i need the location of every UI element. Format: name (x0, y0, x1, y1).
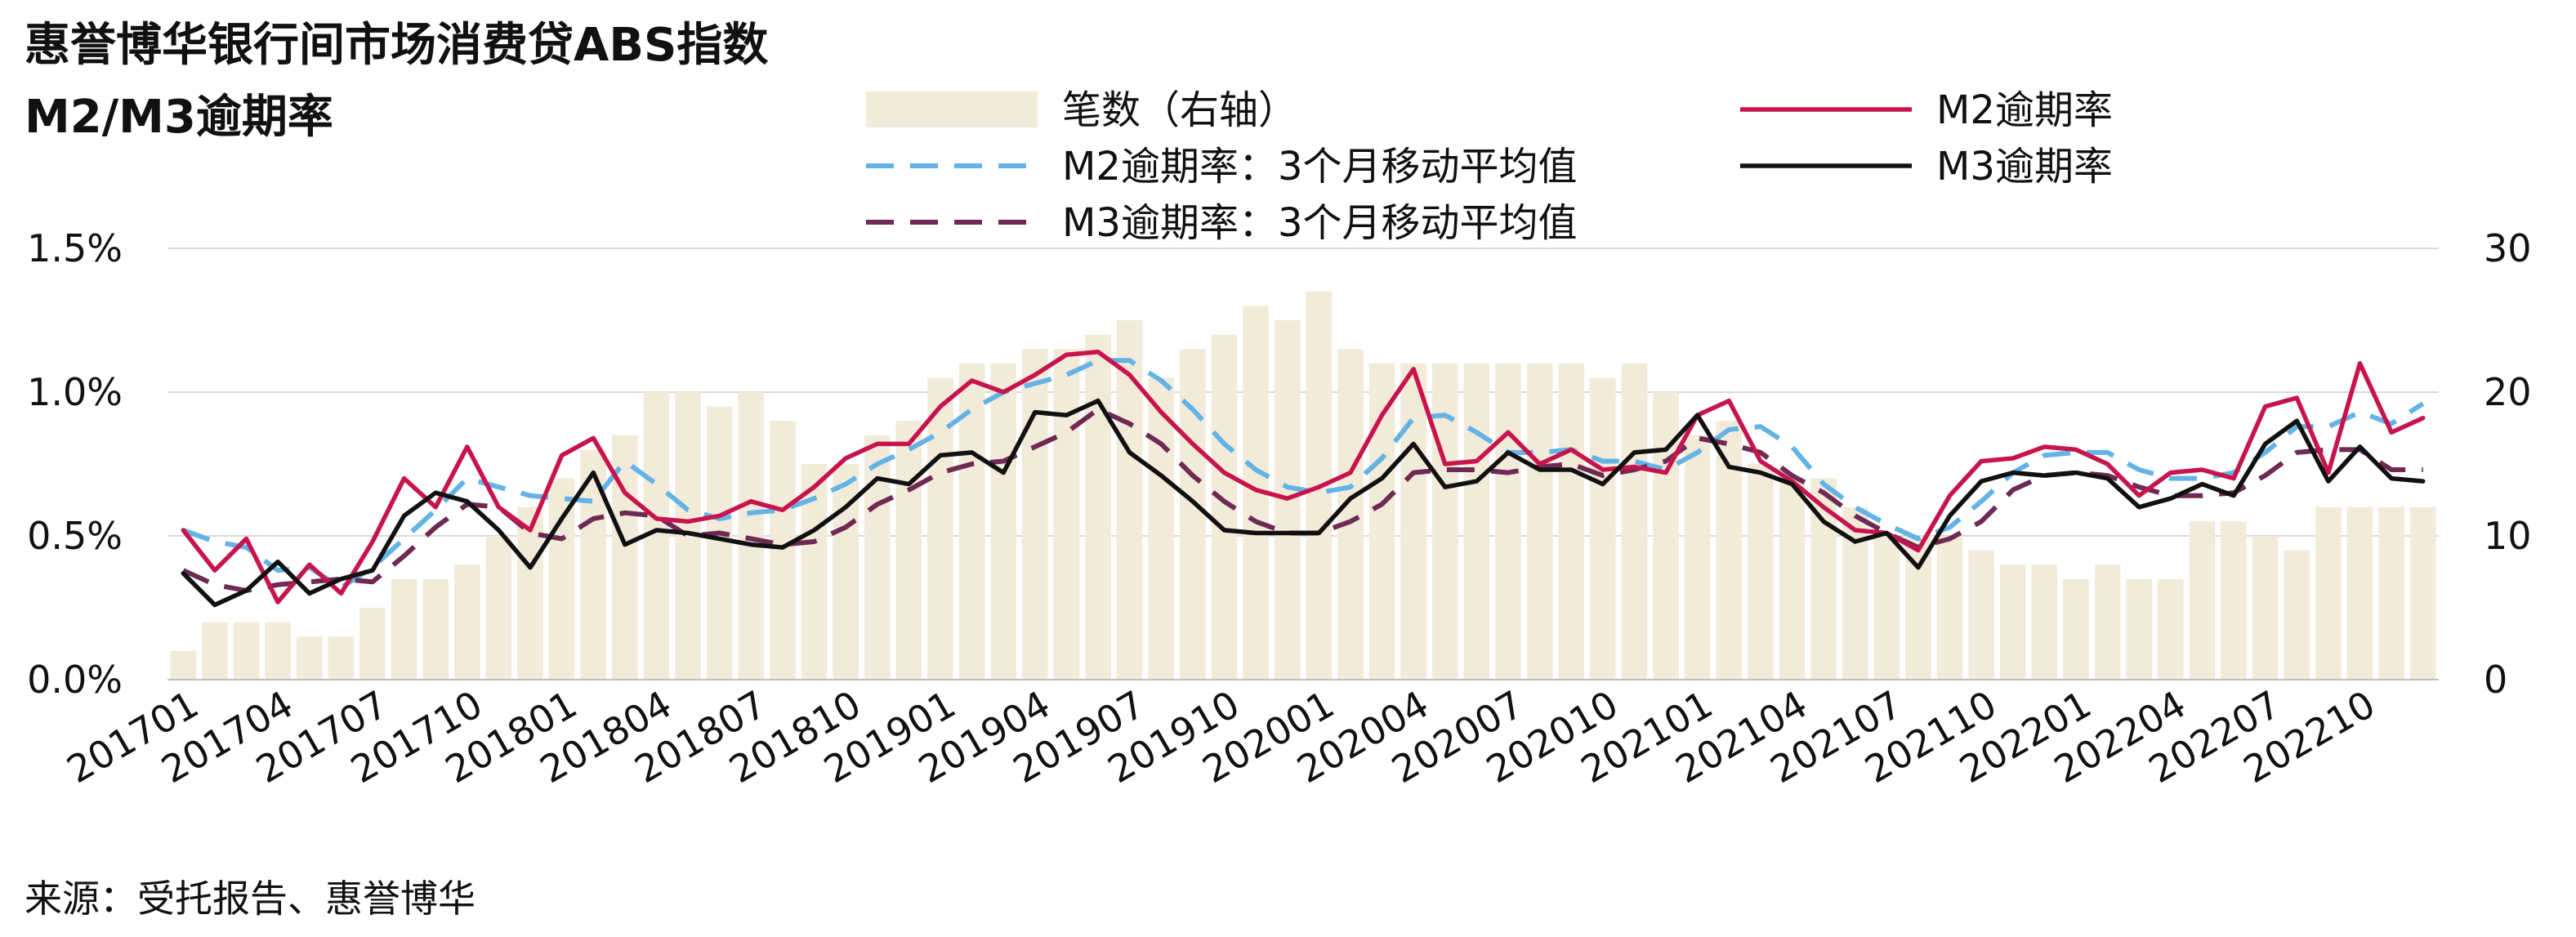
bar-count (1431, 363, 1458, 680)
bar-count (485, 536, 512, 680)
bar-count (1999, 564, 2026, 680)
bar-count (1684, 435, 1711, 680)
bar-count (990, 363, 1017, 680)
bar-count (359, 608, 386, 680)
bar-count (328, 636, 355, 680)
bar-count (2126, 578, 2153, 680)
line-series (181, 349, 2426, 608)
bar-count (453, 564, 480, 680)
bar-count (1053, 349, 1080, 680)
line-m2 (181, 349, 2426, 605)
bar-count (2409, 506, 2436, 680)
y-left-tick-label: 1.0% (27, 370, 123, 414)
bar-count (1936, 536, 1963, 680)
y-left-tick-label: 0.0% (27, 658, 123, 702)
bar-count (1716, 421, 1743, 680)
bar-count (1085, 334, 1111, 680)
legend-label-m2: M2逾期率 (1936, 87, 2113, 133)
bar-count (1116, 320, 1143, 680)
bar-count (2315, 506, 2342, 680)
bar-count (1400, 363, 1426, 680)
bar-count (391, 578, 417, 680)
bar-count (895, 421, 922, 680)
y-right-tick-label: 10 (2484, 514, 2532, 558)
bar-count (2157, 578, 2184, 680)
bar-count (1526, 363, 1553, 680)
bar-count (233, 622, 260, 680)
bar-count (2378, 506, 2404, 680)
bar-count (2252, 536, 2279, 680)
source-note: 来源：受托报告、惠誉博华 (25, 877, 475, 921)
bar-count (2221, 521, 2247, 680)
bar-count (2031, 564, 2058, 680)
bar-count (1621, 363, 1648, 680)
bar-count (1779, 478, 1806, 680)
bar-count (770, 421, 796, 680)
bar-count (864, 435, 891, 680)
bar-count (2189, 521, 2216, 680)
bar-count (2346, 506, 2373, 680)
bar-count (1968, 550, 1994, 680)
bar-count (2284, 550, 2310, 680)
line-m2-ma (182, 358, 2425, 591)
bar-count (958, 363, 985, 680)
bar-count (202, 622, 228, 680)
y-right-tick-label: 30 (2484, 226, 2532, 270)
bar-count (1463, 363, 1490, 680)
bar-count (1021, 349, 1048, 680)
bar-series-count (170, 291, 2436, 680)
legend-label-m3-ma: M3逾期率：3个月移动平均值 (1062, 200, 1578, 246)
bar-count (1148, 377, 1175, 680)
bar-count (738, 392, 765, 680)
bar-count (1180, 349, 1206, 680)
bar-count (1589, 377, 1616, 680)
y-right-tick-label: 0 (2484, 658, 2507, 702)
legend-label-m3: M3逾期率 (1936, 144, 2113, 190)
legend-label-bars: 笔数（右轴） (1062, 87, 1297, 133)
chart-title-line1: 惠誉博华银行间市场消费贷ABS指数 (25, 19, 769, 72)
bar-count (1653, 392, 1679, 680)
bar-count (296, 636, 323, 680)
bar-count (170, 650, 197, 680)
y-right-tick-label: 20 (2484, 370, 2532, 414)
bar-count (1748, 464, 1774, 680)
bar-count (265, 622, 291, 680)
bar-count (2063, 578, 2089, 680)
bar-count (1558, 363, 1585, 680)
legend-label-m2-ma: M2逾期率：3个月移动平均值 (1062, 144, 1578, 190)
bar-count (422, 578, 449, 680)
bar-count (1873, 536, 1900, 680)
chart-title-line2: M2/M3逾期率 (25, 91, 333, 144)
y-left-tick-label: 0.5% (27, 514, 123, 558)
bar-count (1495, 363, 1521, 680)
legend: 笔数（右轴） M2逾期率 M2逾期率：3个月移动平均值 M3逾期率 M3逾期率：3个月移… (866, 87, 2113, 246)
bar-count (706, 406, 733, 680)
bar-count (548, 478, 575, 680)
bar-count (1337, 349, 1364, 680)
y-left-tick-label: 1.5% (27, 226, 123, 270)
bar-count (1368, 363, 1395, 680)
bar-count (2094, 564, 2121, 680)
legend-swatch-bars (866, 91, 1038, 127)
line-m3 (181, 398, 2426, 608)
